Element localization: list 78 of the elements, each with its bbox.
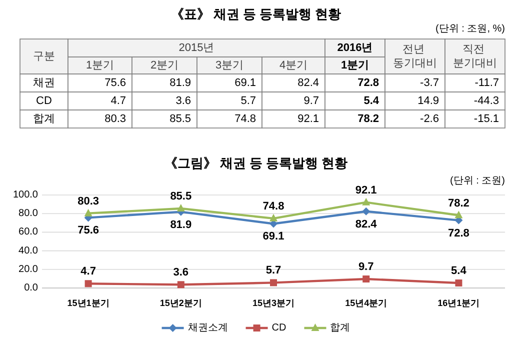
y-tick-label: 20.0 [18,264,38,275]
point [270,214,278,222]
point [455,279,462,286]
x-tick-label: 15년4분기 [345,298,388,308]
chart-title: 《그림》 채권 등 등록발행 현황 [164,156,348,170]
data-label: 4.7 [110,95,126,107]
data-label: 78.2 [358,113,379,125]
data-label: 5.7 [240,95,256,107]
x-tick-label: 16년1분기 [438,298,480,308]
x-tick-label: 4분기 [279,60,308,72]
data-label: 5.4 [451,264,468,277]
point [454,210,463,218]
data-label: 14.9 [418,95,439,107]
y-tick-label: 합계 [33,113,55,125]
x-tick-label: 15년2분기 [160,298,202,308]
data-label: 80.3 [104,113,126,125]
data-label: 9.7 [304,95,319,107]
data-label: -2.6 [420,113,439,125]
data-label: 85.5 [170,190,192,202]
data-label: 92.1 [355,184,377,196]
data-label: 81.9 [170,77,191,89]
data-label: 5.4 [364,95,380,107]
x-tick-label: 1분기 [340,60,370,72]
text: 2016년 [337,42,373,54]
point [362,198,370,206]
y-tick-label: 100.0 [12,190,38,200]
point [177,281,184,288]
data-label: 82.4 [298,77,319,89]
data-label: 92.1 [298,113,319,125]
point [362,275,370,282]
data-label: 75.6 [78,224,100,237]
legend-label: 채권소계 [188,322,228,334]
data-label: 3.6 [173,266,189,279]
x-tick-label: 직전 분기대비 [453,44,497,70]
x-tick-label: 전년 동기대비 [393,44,437,70]
point [270,279,277,286]
x-tick-label: 15년3분기 [252,298,295,308]
point [176,204,185,212]
y-tick-label: 채권 [33,77,55,89]
data-label: 3.6 [176,95,191,107]
point [362,207,370,216]
data-label: -11.7 [474,77,499,89]
data-label: 69.1 [262,230,284,243]
x-tick-label: 3분기 [215,60,244,72]
data-label: 9.7 [358,260,374,273]
legend-label: CD [272,322,286,334]
data-label: 74.8 [262,200,284,212]
text: 2015년 [178,42,214,54]
y-tick-label: 0.0 [24,282,38,294]
x-tick-label: 2분기 [150,60,179,72]
chart-title: 《표》 채권 등 등록발행 현황 [170,6,342,22]
data-label: 81.9 [170,218,192,231]
data-label: -15.1 [474,113,499,125]
x-tick-label: 1분기 [86,60,114,72]
point [84,280,92,288]
text: (단위 : 조원) [450,176,505,186]
data-label: 69.1 [234,77,256,89]
y-tick-label: 80.0 [18,208,38,220]
y-tick-label: 40.0 [18,245,38,256]
data-label: 5.7 [266,264,282,277]
data-label: 80.3 [78,195,100,208]
data-label: 74.8 [234,113,256,125]
data-label: 72.8 [358,77,379,89]
data-label: 4.7 [80,266,96,278]
text: (단위 : 조원, %) [436,24,505,34]
data-label: -3.7 [420,77,439,89]
data-label: -44.3 [474,95,499,107]
data-label: 85.5 [170,113,191,125]
y-tick-label: 60.0 [18,226,38,238]
legend-label: 합계 [330,322,350,334]
point [84,208,92,216]
data-label: 75.6 [104,77,126,89]
data-label: 82.4 [355,218,378,230]
data-label: 78.2 [448,197,470,210]
data-label: 72.8 [448,227,470,240]
y-tick-label: CD [36,95,52,107]
x-tick-label: 15년1분기 [67,298,110,308]
text: 구분 [33,50,55,62]
